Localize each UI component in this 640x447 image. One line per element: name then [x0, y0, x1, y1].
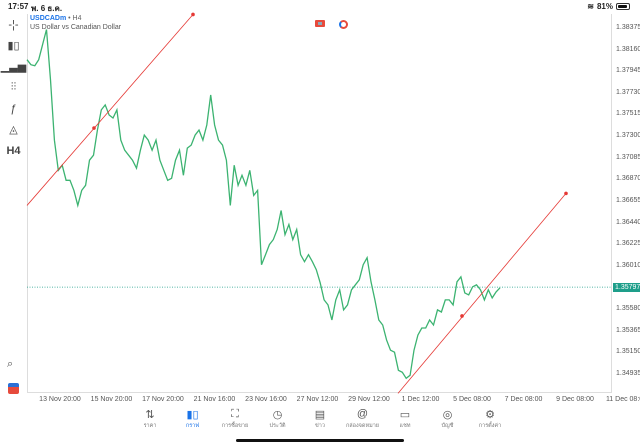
nav-trade[interactable]: ⛶ การซื้อขาย	[215, 408, 255, 430]
x-tick-label: 23 Nov 16:00	[245, 396, 287, 403]
y-tick-label: 1.36010	[616, 261, 640, 269]
chat-icon: ▭	[399, 409, 411, 421]
nav-label: ข่าว	[315, 423, 325, 429]
y-tick-label: 1.35580	[616, 304, 640, 312]
symbol-title[interactable]: USDCADm • H4	[30, 15, 82, 22]
x-tick-label: 11 Dec 08:00	[605, 396, 640, 403]
symbol-description: US Dollar vs Canadian Dollar	[30, 24, 122, 31]
function-icon[interactable]: ƒ	[10, 102, 17, 115]
nav-label: บัญชี	[441, 423, 454, 429]
wifi-icon: ≋	[587, 2, 594, 11]
x-tick-label: 9 Dec 08:00	[556, 396, 594, 403]
trendline-handle	[191, 12, 195, 17]
volume-bars-icon[interactable]: ▁▃▅	[0, 61, 27, 73]
trendline	[26, 14, 194, 206]
trendline-anchor	[92, 126, 96, 130]
nav-label: ราคา	[143, 423, 157, 429]
current-price-label: 1.35797	[613, 283, 640, 292]
x-tick-label: 5 Dec 08:00	[453, 396, 491, 403]
y-tick-label: 1.36870	[616, 175, 640, 183]
timeframe: H4	[72, 15, 82, 22]
y-tick-label: 1.37945	[616, 67, 640, 75]
y-tick-label: 1.36655	[616, 196, 640, 204]
search-chart-icon[interactable]: ⌕	[7, 358, 14, 370]
home-indicator	[236, 439, 404, 442]
y-tick-label: 1.34935	[616, 369, 640, 377]
nav-settings[interactable]: ⚙ การตั้งค่า	[470, 408, 510, 430]
status-bar: 17:57 พ. 6 ธ.ค. ≋ 81%	[0, 0, 640, 13]
x-tick-label: 27 Nov 12:00	[296, 396, 339, 403]
x-tick-label: 13 Nov 20:00	[39, 396, 81, 403]
x-tick-label: 21 Nov 16:00	[193, 396, 236, 403]
app-logo-icon[interactable]	[8, 383, 19, 394]
nav-label: กล่องจดหมาย	[345, 423, 380, 429]
chart-area[interactable]	[27, 14, 612, 393]
settings-icon: ⚙	[485, 409, 495, 421]
date: พ. 6 ธ.ค.	[31, 4, 63, 13]
trendline-anchor	[460, 314, 464, 318]
price-line	[26, 29, 501, 380]
clock: 17:57	[8, 2, 29, 11]
x-tick-label: 29 Nov 12:00	[348, 396, 390, 403]
x-tick-label: 7 Dec 08:00	[504, 396, 543, 403]
nav-history[interactable]: ◷ ประวัติ	[258, 408, 298, 430]
y-tick-label: 1.36440	[616, 218, 640, 226]
symbol-name: USDCADm	[30, 15, 67, 22]
nav-label: กราฟ	[185, 423, 200, 429]
history-icon: ◷	[272, 409, 283, 421]
trade-panel-icon[interactable]	[315, 20, 325, 27]
chart-toolbar: -¦- ▮▯ ▁▃▅ ⫶⫶ ƒ ◬ H4	[0, 14, 27, 161]
battery-icon	[616, 3, 630, 10]
nav-account[interactable]: ◎ บัญชี	[428, 408, 468, 430]
x-tick-label: 15 Nov 20:00	[90, 396, 133, 403]
nav-quotes[interactable]: ⇅ ราคา	[130, 408, 170, 430]
nav-label: ประวัติ	[269, 423, 286, 429]
nav-news[interactable]: ▤ ข่าว	[300, 408, 340, 430]
y-tick-label: 1.35150	[616, 348, 640, 356]
signal-icon[interactable]	[339, 20, 348, 29]
bottom-nav: ⇅ ราคา ▮▯ กราฟ ⛶ การซื้อขาย ◷ ประวัติ ▤ ข่าว @ กล่อ…	[130, 408, 510, 430]
trendline	[397, 193, 567, 394]
y-tick-label: 1.38375	[616, 24, 640, 32]
y-tick-label: 1.37085	[616, 153, 640, 161]
nav-label: การตั้งค่า	[478, 423, 502, 429]
x-tick-label: 1 Dec 12:00	[401, 396, 440, 403]
y-tick-label: 1.37300	[616, 132, 640, 140]
account-icon: ◎	[442, 409, 453, 421]
trade-icon: ⛶	[231, 408, 239, 420]
x-tick-label: 17 Nov 20:00	[142, 396, 184, 403]
nav-chat[interactable]: ▭ แชท	[385, 408, 425, 430]
candlestick-icon[interactable]: ▮▯	[7, 40, 20, 52]
y-tick-label: 1.36225	[616, 240, 640, 248]
nav-mailbox[interactable]: @ กล่องจดหมาย	[343, 408, 383, 430]
quotes-icon: ⇅	[145, 409, 155, 421]
nav-label: การซื้อขาย	[221, 423, 249, 429]
mailbox-icon: @	[356, 408, 369, 420]
y-tick-label: 1.37515	[616, 110, 640, 118]
trendline-handle	[564, 191, 568, 196]
y-tick-label: 1.37730	[616, 88, 640, 96]
news-icon: ▤	[314, 409, 326, 421]
y-tick-label: 1.38160	[616, 45, 640, 53]
y-tick-label: 1.35365	[616, 326, 640, 334]
shapes-icon[interactable]: ◬	[9, 124, 18, 136]
nav-label: แชท	[399, 423, 411, 429]
battery-percent: 81%	[596, 2, 613, 11]
chart-icon: ▮▯	[186, 409, 199, 421]
crosshair-icon[interactable]: -¦-	[8, 18, 19, 31]
nav-chart[interactable]: ▮▯ กราฟ	[173, 408, 213, 430]
timeframe-label[interactable]: H4	[6, 144, 21, 157]
indicators-icon[interactable]: ⫶⫶	[10, 81, 17, 93]
